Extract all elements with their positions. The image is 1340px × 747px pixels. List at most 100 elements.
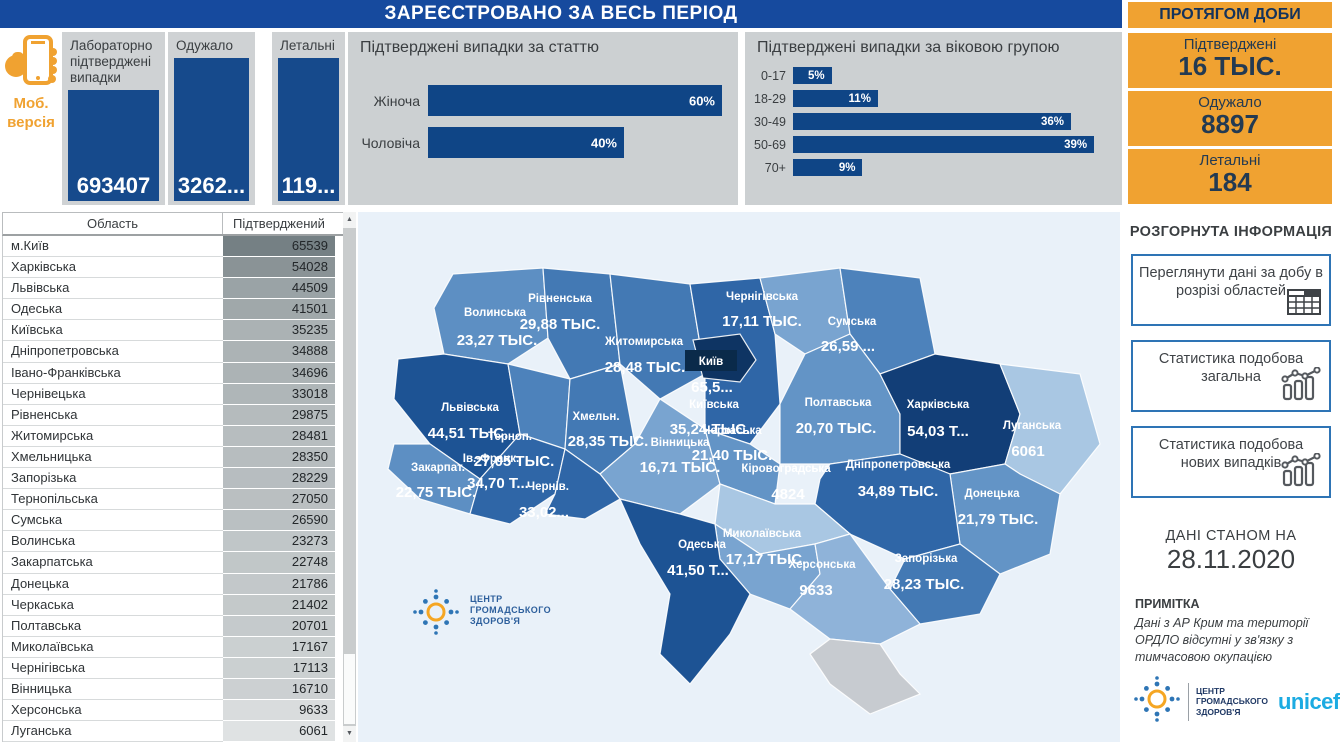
region-name-cell: Одеська bbox=[3, 299, 223, 320]
table-scrollbar[interactable]: ▲ ▼ bbox=[343, 212, 356, 742]
bar[interactable]: 5% bbox=[793, 67, 832, 84]
column-header-confirmed[interactable]: Підтверджений bbox=[223, 213, 335, 234]
map-value-kyiv: 65,5... bbox=[691, 379, 733, 396]
map-value-chernihiv: 17,11 ТЫС. bbox=[722, 313, 802, 330]
bar-value-label: 40% bbox=[591, 135, 617, 150]
region-name-cell: Запорізька bbox=[3, 468, 223, 489]
chart-icon bbox=[1281, 453, 1321, 492]
info-button-3[interactable]: Статистика подобова нових випадків bbox=[1131, 426, 1331, 498]
map-value-rivne: 29,88 ТЫС. bbox=[520, 316, 601, 333]
map-label-mykolaiv: Миколаївська bbox=[723, 528, 802, 540]
region-name-cell: Чернігівська bbox=[3, 658, 223, 679]
kpi-card-title: Лабораторно підтверджені випадки bbox=[68, 36, 159, 90]
scroll-down-icon[interactable]: ▼ bbox=[343, 726, 356, 742]
bar-value-label: 5% bbox=[808, 70, 825, 82]
bar[interactable]: 36% bbox=[793, 113, 1071, 130]
bar[interactable]: 60% bbox=[428, 85, 722, 116]
daily-card-value: 16 ТЫС. bbox=[1128, 53, 1332, 80]
info-button-2[interactable]: Статистика подобова загальна bbox=[1131, 340, 1331, 412]
bar-value-label: 39% bbox=[1064, 139, 1087, 151]
mobile-version-label-1: Моб. bbox=[2, 95, 60, 114]
info-buttons: Переглянути дані за добу в розрізі облас… bbox=[1125, 254, 1337, 498]
footer-logos: ЦЕНТР ГРОМАДСЬКОГО ЗДОРОВ'Я unicef bbox=[1133, 675, 1340, 728]
map-label-kyiv_obl: Київська bbox=[689, 399, 739, 411]
daily-card-deaths[interactable]: Летальні 184 bbox=[1128, 149, 1332, 204]
kpi-card-value: 3262... bbox=[178, 173, 245, 201]
region-value-cell: 28350 bbox=[223, 447, 335, 468]
kpi-card-recovered-total[interactable]: Одужало 3262... bbox=[168, 32, 255, 205]
map-value-ivano_frankivsk: 34,70 Т... bbox=[467, 475, 529, 492]
chart-icon bbox=[1281, 367, 1321, 406]
info-button-1[interactable]: Переглянути дані за добу в розрізі облас… bbox=[1131, 254, 1331, 326]
mobile-version-link[interactable]: Моб. версія bbox=[2, 34, 60, 204]
region-name-cell: Вінницька bbox=[3, 679, 223, 700]
region-value-cell: 34696 bbox=[223, 363, 335, 384]
map-value-odesa: 41,50 Т... bbox=[667, 562, 729, 579]
region-name-cell: Івано-Франківська bbox=[3, 363, 223, 384]
map-value-cherkasy: 21,40 ТЫС. bbox=[692, 447, 773, 464]
column-header-region[interactable]: Область bbox=[3, 213, 223, 234]
daily-card-confirmed[interactable]: Підтверджені 16 ТЫС. bbox=[1128, 33, 1332, 88]
bar-category-label: Жіноча bbox=[348, 93, 428, 109]
scrollbar-thumb[interactable] bbox=[344, 654, 355, 724]
bar[interactable]: 39% bbox=[793, 136, 1094, 153]
map-value-zaporizhzhia: 28,23 ТЫС. bbox=[884, 576, 965, 593]
kpi-card-confirmed-total[interactable]: Лабораторно підтверджені випадки 693407 bbox=[62, 32, 165, 205]
region-value-cell: 33018 bbox=[223, 384, 335, 405]
region-value-cell: 65539 bbox=[223, 236, 335, 257]
map-label-donetsk: Донецька bbox=[965, 488, 1021, 500]
map-label-odesa: Одеська bbox=[678, 539, 726, 551]
region-name-cell: Київська bbox=[3, 320, 223, 341]
region-value-cell: 21786 bbox=[223, 574, 335, 595]
map-value-kherson: 9633 bbox=[799, 582, 832, 599]
region-value-cell: 20701 bbox=[223, 616, 335, 637]
bar[interactable]: 40% bbox=[428, 127, 624, 158]
daily-card-recovered[interactable]: Одужало 8897 bbox=[1128, 91, 1332, 146]
map-label-luhansk: Луганська bbox=[1003, 420, 1062, 432]
kpi-card-deaths-total[interactable]: Летальні 119... bbox=[272, 32, 345, 205]
bar[interactable]: 11% bbox=[793, 90, 878, 107]
info-panel: РОЗГОРНУТА ІНФОРМАЦІЯ Переглянути дані з… bbox=[1125, 212, 1337, 742]
gender-chart-title: Підтверджені випадки за статтю bbox=[348, 32, 738, 57]
logo-divider bbox=[1188, 683, 1189, 721]
bar-category-label: 30-49 bbox=[745, 115, 793, 129]
map-region-crimea[interactable] bbox=[810, 639, 920, 714]
map-label-khmelnytskyi: Хмельн. bbox=[572, 411, 619, 423]
scroll-up-icon[interactable]: ▲ bbox=[343, 212, 356, 228]
region-value-cell: 17113 bbox=[223, 658, 335, 679]
region-name-cell: Херсонська bbox=[3, 700, 223, 721]
daily-card-value: 184 bbox=[1128, 169, 1332, 196]
bar[interactable]: 9% bbox=[793, 159, 862, 176]
map-label-ivano_frankivsk: Ів.-Франк. bbox=[463, 453, 519, 465]
svg-text:ЗДОРОВ'Я: ЗДОРОВ'Я bbox=[470, 616, 520, 626]
kpi-card-value: 693407 bbox=[77, 173, 150, 201]
region-value-cell: 28229 bbox=[223, 468, 335, 489]
